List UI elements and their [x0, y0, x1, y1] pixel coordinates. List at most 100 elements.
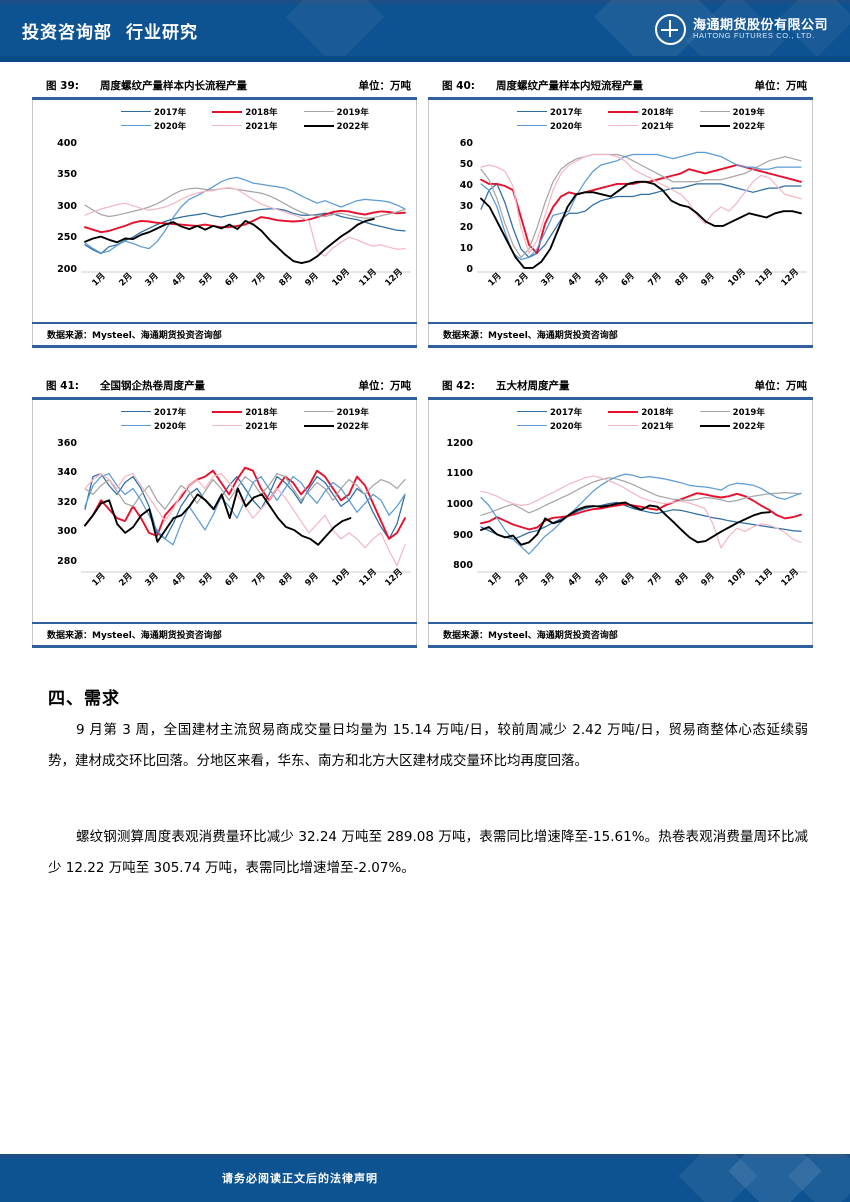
- figure-plot-area: 0 10 20 30 40 50 60 1月 2月 3月 4月 5月 6月 7月 8月 9月 10月 11月 12月…: [428, 99, 814, 322]
- legend-label: 2021年: [641, 421, 674, 432]
- y-axis-tick-label: 360: [57, 437, 77, 449]
- y-axis-tick-label: 340: [57, 467, 77, 479]
- series-line-2019年: [480, 476, 802, 516]
- paragraph-apparent-consumption: 螺纹钢测算周度表观消费量环比减少 32.24 万吨至 289.08 万吨，表需同…: [48, 829, 808, 876]
- figure-unit: 单位：万吨: [754, 80, 808, 92]
- figure-bottom-rule: [428, 621, 813, 624]
- chart-canvas-fig39: [81, 176, 411, 272]
- legend-swatch-icon: [121, 125, 151, 126]
- chart-canvas-fig42: [477, 472, 807, 572]
- legend-item-2020年: 2020年: [517, 120, 606, 132]
- legend-label: 2021年: [245, 421, 278, 432]
- legend-swatch-icon: [303, 411, 334, 412]
- chart-legend: 2017年 2018年 2019年 2020年 2021年 2022年: [121, 106, 393, 132]
- series-line-2018年: [84, 209, 406, 233]
- section-heading-demand: 四、需求: [48, 689, 120, 709]
- y-axis-tick-label: 250: [57, 232, 77, 243]
- legend-item-2019年: 2019年: [699, 406, 789, 418]
- legend-item-2021年: 2021年: [608, 120, 697, 132]
- figure-top-rule: [32, 397, 417, 400]
- legend-label: 2018年: [641, 407, 674, 418]
- series-line-2020年: [84, 176, 406, 254]
- legend-item-2017年: 2017年: [121, 106, 210, 118]
- legend-swatch-icon: [699, 111, 730, 112]
- figure-source-note: 数据来源：Mysteel、海通期货投资咨询部: [32, 624, 417, 645]
- figure-block-42: 图 42: 五大材周度产量 单位：万吨 800 900 1000 1100 1200 1月…: [428, 378, 813, 648]
- legend-item-2017年: 2017年: [121, 406, 210, 418]
- legend-item-2019年: 2019年: [699, 106, 789, 118]
- y-axis-tick-label: 300: [57, 526, 77, 538]
- legend-label: 2017年: [550, 407, 583, 418]
- figure-source-note: 数据来源：Mysteel、海通期货投资咨询部: [428, 624, 813, 645]
- figure-caption: 图 40: 周度螺纹产量样本内短流程产量 单位：万吨: [428, 78, 813, 96]
- series-line-2017年: [84, 472, 406, 540]
- company-name-en: HAITONG FUTURES CO., LTD.: [692, 31, 815, 41]
- header-top-stripe: [0, 0, 850, 4]
- series-line-2022年: [84, 487, 352, 546]
- legend-label: 2020年: [550, 121, 583, 132]
- line-chart-fig40: 0 10 20 30 40 50 60 1月 2月 3月 4月 5月 6月 7月 8月 9月 10月 11月 12月…: [429, 100, 814, 322]
- legend-label: 2022年: [336, 121, 369, 132]
- legend-label: 2021年: [641, 121, 674, 132]
- figure-source-note: 数据来源：Mysteel、海通期货投资咨询部: [428, 324, 813, 345]
- y-axis-tick-label: 60: [459, 137, 473, 149]
- y-axis-tick-label: 800: [453, 560, 473, 572]
- legend-swatch-icon: [212, 125, 243, 126]
- y-axis-tick-label: 900: [453, 529, 473, 541]
- series-line-2019年: [84, 472, 406, 510]
- legend-item-2022年: 2022年: [303, 120, 393, 132]
- figure-plot-area: 280 300 320 340 360 1月 2月 3月 4月 5月 6月 7月 8月 9月 10月 11月 1…: [32, 399, 417, 622]
- figure-plot-area: 800 900 1000 1100 1200 1月 2月 3月 4月 5月 6月 7月 8月 9月 10月 1…: [428, 399, 814, 622]
- page-footer: 请务必阅读正文后的法律声明: [0, 1154, 850, 1202]
- figure-source-note: 数据来源：Mysteel、海通期货投资咨询部: [32, 324, 417, 345]
- legend-label: 2018年: [245, 107, 278, 118]
- legend-item-2018年: 2018年: [212, 406, 301, 418]
- legend-swatch-icon: [212, 410, 243, 413]
- company-name-block: 海通期货股份有限公司 HAITONG FUTURES CO., LTD.: [693, 19, 828, 41]
- series-line-2019年: [480, 153, 802, 258]
- legend-label: 2020年: [154, 121, 187, 132]
- legend-swatch-icon: [303, 111, 334, 112]
- y-axis-tick-label: 1000: [446, 498, 473, 510]
- legend-label: 2017年: [154, 407, 187, 418]
- chart-canvas-fig41: [81, 466, 411, 572]
- y-axis-tick-label: 320: [57, 496, 77, 508]
- y-axis-tick-label: 300: [57, 200, 77, 212]
- legend-label: 2018年: [641, 107, 674, 118]
- legend-label: 2018年: [245, 407, 278, 418]
- y-axis-tick-label: 200: [57, 263, 77, 275]
- legend-item-2019年: 2019年: [303, 106, 393, 118]
- legend-item-2021年: 2021年: [608, 420, 697, 432]
- y-axis-tick-label: 10: [459, 242, 473, 254]
- y-axis-tick-label: 40: [459, 179, 473, 191]
- series-line-2017年: [480, 182, 802, 258]
- page-header: 投资咨询部 行业研究 海通期货股份有限公司 HAITONG FUTURES CO.…: [0, 0, 850, 62]
- legend-label: 2022年: [732, 121, 765, 132]
- legend-swatch-icon: [212, 425, 243, 426]
- legend-item-2021年: 2021年: [212, 120, 301, 132]
- line-chart-fig42: 800 900 1000 1100 1200 1月 2月 3月 4月 5月 6月 7月 8月 9月 10月 1…: [429, 400, 814, 622]
- header-title: 投资咨询部 行业研究: [22, 18, 198, 43]
- series-line-2021年: [480, 153, 802, 254]
- y-axis-tick-label: 20: [459, 221, 473, 233]
- legend-label: 2020年: [550, 421, 583, 432]
- legend-item-2017年: 2017年: [517, 406, 606, 418]
- legend-swatch-icon: [608, 425, 639, 426]
- figure-plot-area: 200 250 300 350 400 1月 2月 3月 4月 5月 6月 7月 8月 9月 10月 11月 1…: [32, 99, 417, 322]
- figure-number: 图 40:: [442, 80, 475, 92]
- figure-caption: 图 39: 周度螺纹产量样本内长流程产量 单位：万吨: [32, 78, 417, 96]
- series-line-2022年: [480, 500, 771, 546]
- figure-closing-rule: [428, 645, 813, 648]
- figure-title: 周度螺纹产量样本内长流程产量: [100, 80, 247, 92]
- footer-top-stripe: [0, 1154, 850, 1158]
- figure-title: 全国钢企热卷周度产量: [100, 380, 205, 392]
- y-axis-tick-label: 350: [57, 169, 77, 180]
- figure-block-41: 图 41: 全国钢企热卷周度产量 单位：万吨 280 300 320 340 360 1月…: [32, 378, 417, 648]
- legend-item-2020年: 2020年: [121, 120, 210, 132]
- legend-item-2020年: 2020年: [517, 420, 606, 432]
- figure-block-40: 图 40: 周度螺纹产量样本内短流程产量 单位：万吨 0 10 20 30 40 50 60…: [428, 78, 813, 348]
- y-axis-tick-label: 1200: [446, 437, 473, 449]
- legend-swatch-icon: [121, 425, 151, 426]
- figure-number: 图 42:: [442, 380, 475, 392]
- figure-top-rule: [428, 97, 813, 100]
